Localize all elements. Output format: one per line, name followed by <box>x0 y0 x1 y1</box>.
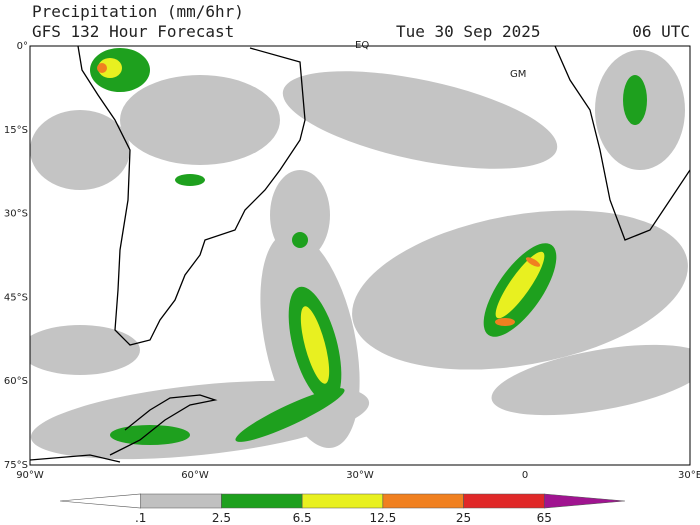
intense-precip <box>97 63 541 326</box>
map-frame <box>29 45 691 466</box>
colorbar-label: 25 <box>456 511 471 525</box>
lat-label: 60°S <box>4 376 28 387</box>
lat-label: 15°S <box>4 125 28 136</box>
lon-label: 30°W <box>346 470 374 481</box>
title: Precipitation (mm/6hr) <box>32 2 244 21</box>
colorbar-label: .1 <box>135 511 146 525</box>
colorbar-segment <box>543 493 626 509</box>
colorbar-segment <box>301 493 384 509</box>
colorbar-segment <box>221 493 303 509</box>
meridian-label: GM <box>510 69 526 80</box>
date: Tue 30 Sep 2025 <box>396 22 541 41</box>
time: 06 UTC <box>632 22 690 41</box>
coastlines <box>30 46 690 463</box>
lon-label: 30°E <box>678 470 700 481</box>
lat-label: 45°S <box>4 292 28 303</box>
colorbar-label: 65 <box>537 511 552 525</box>
equator-label: EQ <box>355 40 369 51</box>
precip-field <box>30 46 690 463</box>
colorbar-label: 12.5 <box>369 511 396 525</box>
subtitle: GFS 132 Hour Forecast <box>32 22 234 41</box>
colorbar-segment <box>140 493 222 509</box>
colorbar: .1 2.5 6.5 12.5 25 65 <box>59 493 626 525</box>
heavy-precip <box>98 58 545 384</box>
colorbar-label: 2.5 <box>212 511 231 525</box>
map: EQ GM 0° 15°S 30°S 45°S 60°S 75°S90°W 60°W 30°W… <box>4 40 700 481</box>
lat-label: 75°S <box>4 460 28 471</box>
lon-label: 60°W <box>181 470 209 481</box>
lat-label: 0° <box>17 41 28 52</box>
colorbar-label: 6.5 <box>293 511 312 525</box>
light-precip <box>30 50 690 460</box>
colorbar-segment <box>382 493 464 509</box>
lon-label: 0 <box>522 470 528 481</box>
lat-label: 30°S <box>4 209 28 220</box>
lon-label: 90°W <box>16 470 44 481</box>
colorbar-segment <box>59 493 142 509</box>
colorbar-segment <box>463 493 545 509</box>
